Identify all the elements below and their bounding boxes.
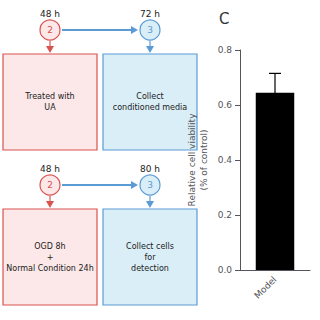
svg-text:UA: UA xyxy=(44,103,56,112)
svg-text:3: 3 xyxy=(147,25,153,35)
svg-text:72 h: 72 h xyxy=(140,9,160,19)
svg-text:3: 3 xyxy=(147,180,153,190)
svg-text:Model: Model xyxy=(252,274,278,300)
svg-text:0.6: 0.6 xyxy=(218,100,233,110)
svg-text:Normal Condition 24h: Normal Condition 24h xyxy=(6,264,93,273)
svg-text:2: 2 xyxy=(47,180,53,190)
svg-text:Collect cells: Collect cells xyxy=(126,242,174,251)
svg-text:0.2: 0.2 xyxy=(218,210,232,220)
svg-text:C: C xyxy=(219,10,229,28)
svg-text:for: for xyxy=(145,253,157,262)
svg-text:(% of control): (% of control) xyxy=(199,129,209,190)
svg-text:0.4: 0.4 xyxy=(218,155,233,165)
svg-text:0.0: 0.0 xyxy=(218,265,233,275)
svg-text:48 h: 48 h xyxy=(40,164,60,174)
svg-text:+: + xyxy=(47,253,54,262)
svg-text:Collect: Collect xyxy=(136,92,163,101)
svg-text:conditioned media: conditioned media xyxy=(113,103,188,112)
svg-text:48 h: 48 h xyxy=(40,9,60,19)
svg-text:0.8: 0.8 xyxy=(218,45,233,55)
svg-text:Treated with: Treated with xyxy=(24,92,74,101)
svg-text:Relative cell viability: Relative cell viability xyxy=(187,113,197,207)
svg-text:80 h: 80 h xyxy=(140,164,160,174)
svg-text:OGD 8h: OGD 8h xyxy=(34,242,65,251)
svg-text:2: 2 xyxy=(47,25,53,35)
svg-text:detection: detection xyxy=(131,264,169,273)
